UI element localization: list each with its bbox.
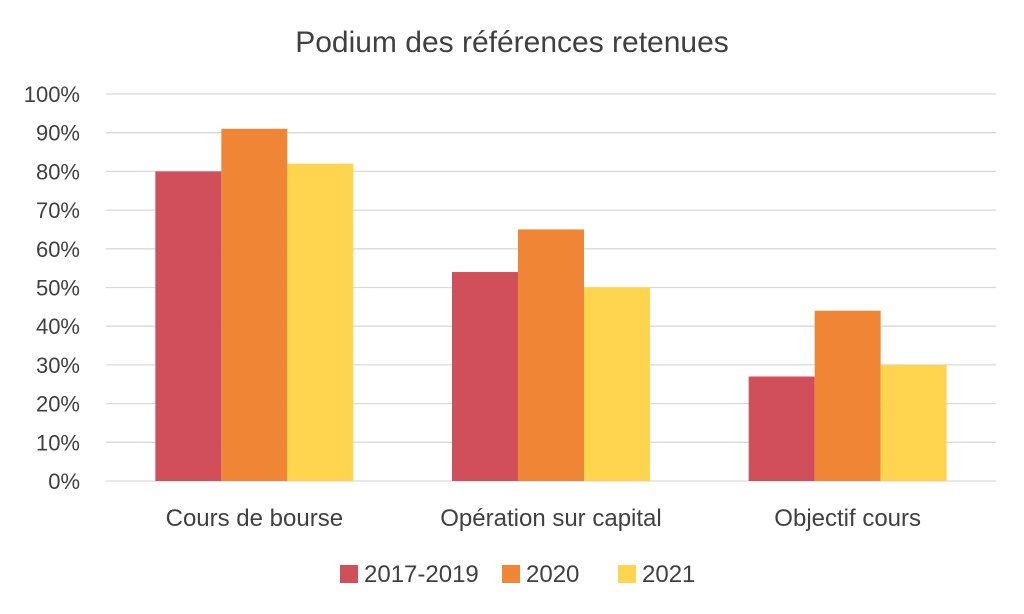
legend-swatch: [502, 565, 520, 583]
y-tick-label: 40%: [36, 314, 80, 339]
x-category-label: Opération sur capital: [440, 505, 661, 532]
legend-label: 2021: [642, 561, 695, 588]
bar: [221, 128, 288, 481]
x-category-label: Objectif cours: [774, 505, 921, 532]
y-tick-label: 90%: [36, 121, 80, 146]
legend: 2017-2019 2020 2021: [340, 561, 695, 588]
bar: [584, 287, 650, 481]
x-axis-categories: Cours de bourse Opération sur capital Obje…: [166, 505, 921, 532]
bar: [287, 163, 354, 481]
x-category-label: Cours de bourse: [166, 505, 343, 532]
legend-label: 2017-2019: [364, 561, 479, 588]
y-tick-label: 30%: [36, 353, 80, 378]
y-tick-label: 100%: [24, 82, 80, 107]
bar: [452, 272, 518, 481]
y-tick-label: 20%: [36, 392, 80, 417]
bar: [155, 171, 222, 481]
chart-title: Podium des références retenues: [295, 26, 729, 59]
legend-swatch: [340, 565, 358, 583]
y-tick-label: 80%: [36, 159, 80, 184]
bar: [814, 310, 881, 481]
y-axis-ticks: 0% 10% 20% 30% 40% 50% 60% 70% 80% 90% 100%: [24, 82, 80, 494]
legend-swatch: [618, 565, 636, 583]
bar: [748, 376, 815, 481]
bar: [880, 364, 947, 481]
y-tick-label: 60%: [36, 237, 80, 262]
legend-label: 2020: [526, 561, 579, 588]
bars: [155, 128, 947, 481]
y-tick-label: 50%: [36, 276, 80, 301]
y-tick-label: 70%: [36, 198, 80, 223]
y-tick-label: 0%: [48, 469, 80, 494]
bar: [518, 229, 584, 481]
y-tick-label: 10%: [36, 430, 80, 455]
